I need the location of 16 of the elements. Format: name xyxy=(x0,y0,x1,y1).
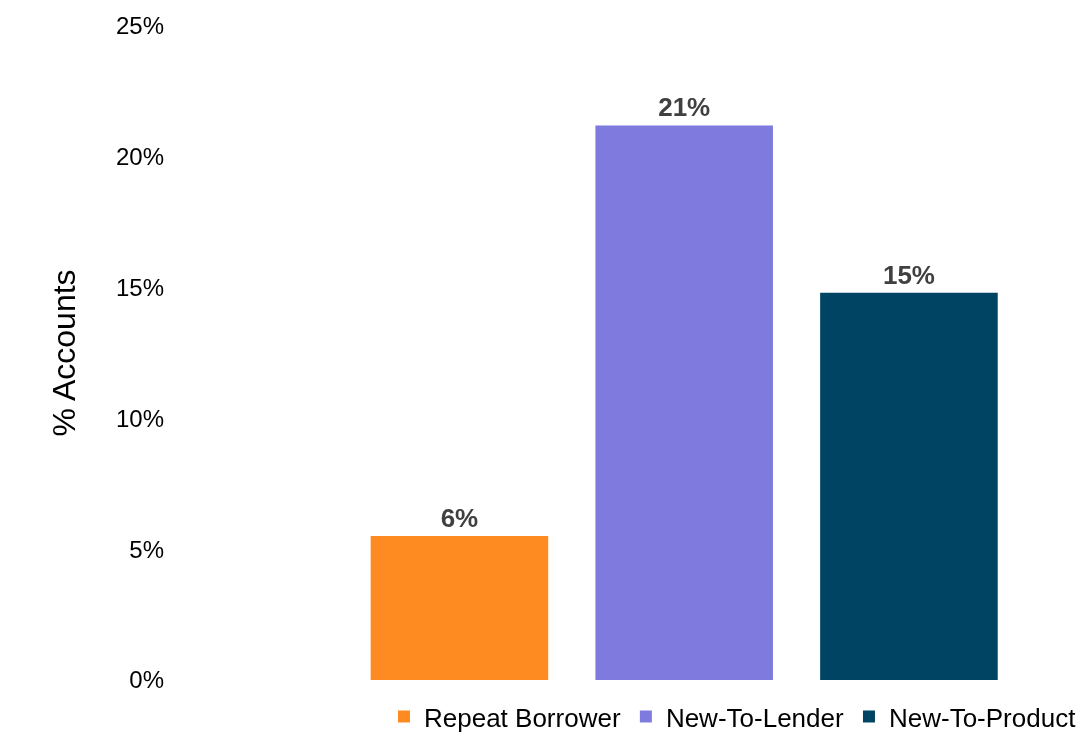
data-label: 21% xyxy=(658,92,711,123)
bar xyxy=(820,292,998,680)
y-tick-label: 25% xyxy=(115,12,164,40)
bar xyxy=(370,536,549,680)
data-label: 15% xyxy=(882,259,935,290)
y-tick-label: 15% xyxy=(115,274,164,301)
y-tick-label: 5% xyxy=(129,535,164,563)
legend-label: New-To-Lender xyxy=(665,702,844,733)
y-axis-title: % Accounts xyxy=(46,269,83,437)
y-tick-label: 20% xyxy=(115,143,164,171)
data-label: 6% xyxy=(440,503,479,534)
bar xyxy=(595,125,773,680)
legend-label: Repeat Borrower xyxy=(424,702,621,733)
legend-label: New-To-Product xyxy=(888,702,1077,733)
y-tick-label: 10% xyxy=(115,404,164,432)
y-tick-label: 0% xyxy=(129,666,164,694)
